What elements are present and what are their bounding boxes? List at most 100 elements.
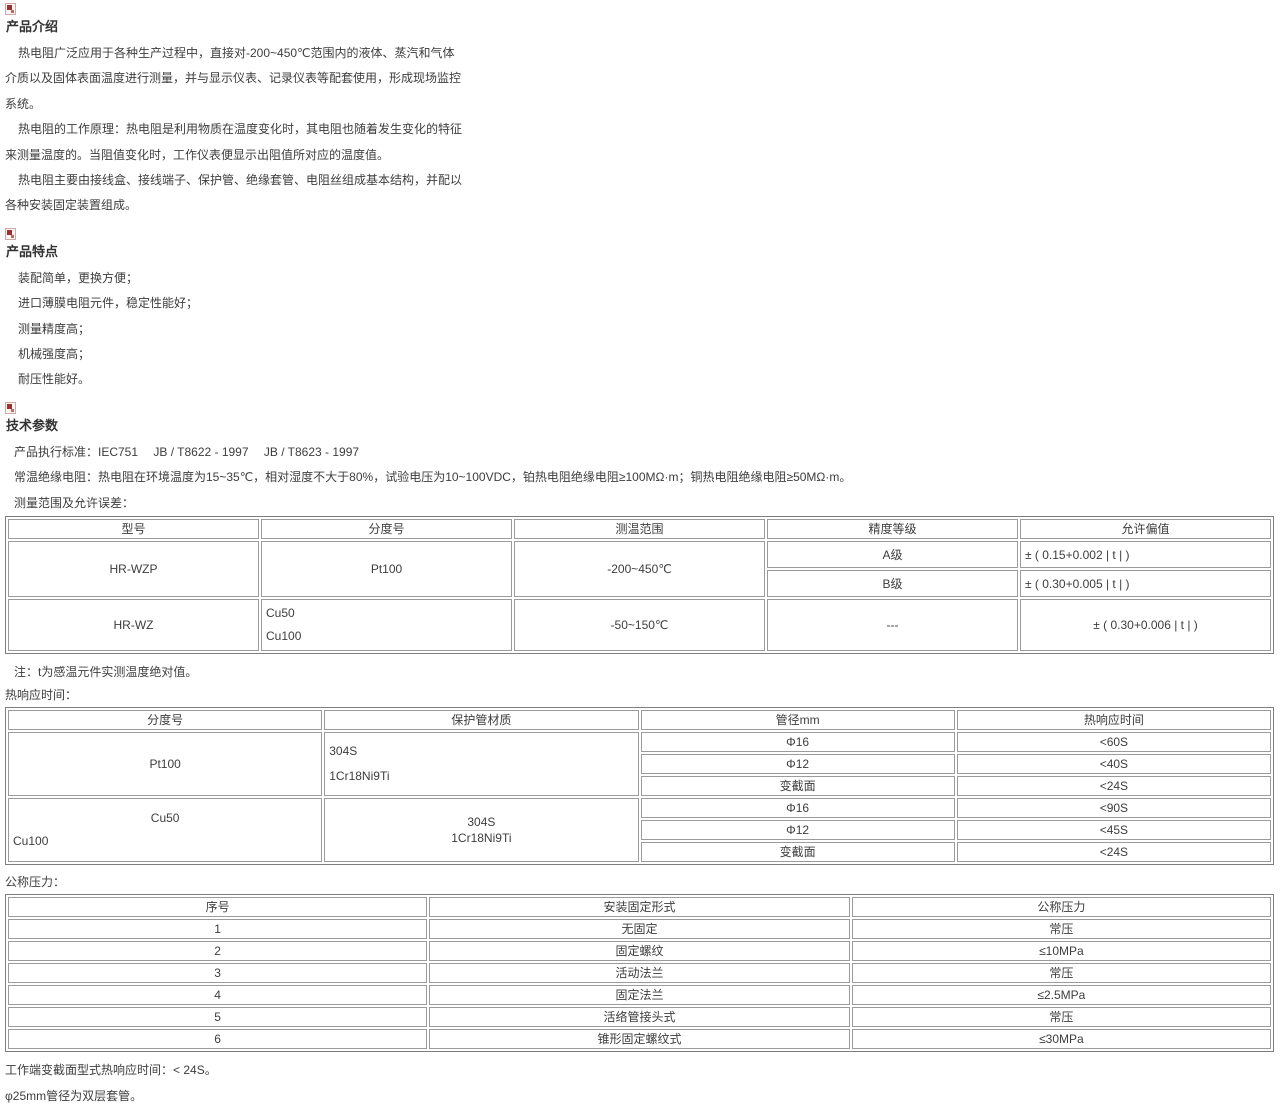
material-line: 304S (467, 815, 496, 830)
grade-cell: --- (767, 599, 1018, 652)
grade-cell: A级 (767, 541, 1018, 569)
response-table-header-row: 分度号 保护管材质 管径mm 热响应时间 (8, 710, 1271, 731)
graduation-line: Cu50 (150, 811, 180, 826)
diameter-cell: Φ16 (640, 798, 955, 819)
diameter-cell: Φ12 (640, 754, 955, 775)
index-cell: 3 (8, 963, 428, 984)
table-row: 1 无固定 常压 (8, 919, 1271, 940)
mount-type-cell: 固定法兰 (429, 985, 850, 1006)
index-cell: 6 (8, 1029, 428, 1050)
table-row: 5 活络管接头式 常压 (8, 1007, 1271, 1028)
feature-item: 耐压性能好。 (18, 372, 91, 387)
model-cell: HR-WZP (8, 541, 259, 598)
response-time-cell: <40S (956, 754, 1271, 775)
broken-image-icon (5, 401, 16, 414)
response-table: 分度号 保护管材质 管径mm 热响应时间 Pt100 304S 1Cr18Ni9… (5, 707, 1274, 866)
broken-image-icon (5, 227, 16, 240)
grade-cell: B级 (767, 570, 1018, 598)
pressure-cell: ≤30MPa (851, 1029, 1271, 1050)
deviation-cell: ± ( 0.15+0.002 | t | ) (1020, 541, 1271, 569)
range-table-header-row: 型号 分度号 测温范围 精度等级 允许偏值 (8, 519, 1271, 540)
index-cell: 5 (8, 1007, 428, 1028)
section-marker (5, 401, 1278, 415)
intro-paragraph-line: 各种安装固定装置组成。 (5, 198, 138, 213)
column-header: 保护管材质 (324, 710, 639, 731)
deviation-cell: ± ( 0.30+0.006 | t | ) (1020, 599, 1271, 652)
response-table-label: 热响应时间： (5, 688, 78, 703)
deviation-cell: ± ( 0.30+0.005 | t | ) (1020, 570, 1271, 598)
column-header: 分度号 (261, 519, 512, 540)
graduation-cell: Pt100 (261, 541, 512, 598)
feature-item: 装配简单，更换方便； (18, 270, 139, 285)
footer-note-line: 工作端变截面型式热响应时间：< 24S。 (5, 1063, 217, 1078)
table-row: HR-WZ Cu50 Cu100 -50~150℃ --- ± ( 0.30+0… (8, 599, 1271, 652)
section-heading-features: 产品特点 (6, 243, 59, 259)
feature-item: 测量精度高； (18, 321, 91, 336)
intro-paragraph-line: 热电阻主要由接线盒、接线端子、保护管、绝缘套管、电阻丝组成基本结构，并配以 (18, 173, 463, 188)
material-line: 304S (329, 744, 358, 759)
pressure-cell: 常压 (851, 919, 1271, 940)
column-header: 序号 (8, 897, 428, 918)
column-header: 安装固定形式 (429, 897, 850, 918)
tech-insulation-line: 常温绝缘电阻：热电阻在环境温度为15~35℃，相对湿度不大于80%，试验电压为1… (14, 470, 852, 485)
graduation-line: Cu50 (266, 606, 295, 621)
table-note: 注：t为感温元件实测温度绝对值。 (14, 665, 198, 680)
table-row: Φ12 <45S (8, 820, 1271, 841)
index-cell: 2 (8, 941, 428, 962)
range-table: 型号 分度号 测温范围 精度等级 允许偏值 HR-WZP Pt100 -200~… (5, 516, 1274, 655)
response-time-cell: <24S (956, 776, 1271, 797)
table-row: Cu50 Cu100 304S 1Cr18Ni9Ti Φ16 <90S (8, 798, 1271, 863)
response-time-cell: <90S (956, 798, 1271, 819)
diameter-cell: 变截面 (640, 842, 955, 863)
index-cell: 1 (8, 919, 428, 940)
diameter-cell: Φ12 (640, 820, 955, 841)
response-time-cell: <24S (956, 842, 1271, 863)
index-cell: 4 (8, 985, 428, 1006)
range-cell: -50~150℃ (514, 599, 765, 652)
table-row: 4 固定法兰 ≤2.5MPa (8, 985, 1271, 1006)
response-time-cell: <60S (956, 732, 1271, 753)
table-row: Φ12 <40S (8, 754, 1271, 775)
column-header: 公称压力 (851, 897, 1271, 918)
pressure-table-label: 公称压力： (5, 875, 66, 890)
model-cell: HR-WZ (8, 599, 259, 652)
pressure-cell: 常压 (851, 963, 1271, 984)
material-cell: 304S 1Cr18Ni9Ti (324, 732, 639, 797)
tech-standards-line: 产品执行标准：IEC751 JB / T8622 - 1997 JB / T86… (14, 444, 360, 459)
pressure-cell: ≤2.5MPa (851, 985, 1271, 1006)
section-marker (5, 3, 1278, 16)
pressure-table: 序号 安装固定形式 公称压力 1 无固定 常压 2 固定螺纹 ≤10MPa 3 … (5, 894, 1274, 1053)
column-header: 分度号 (8, 710, 323, 731)
column-header: 精度等级 (767, 519, 1018, 540)
section-marker (5, 227, 1278, 241)
feature-item: 机械强度高； (18, 347, 91, 362)
table-row: 变截面 <24S (8, 842, 1271, 863)
mount-type-cell: 固定螺纹 (429, 941, 850, 962)
table-row: 2 固定螺纹 ≤10MPa (8, 941, 1271, 962)
intro-paragraph-line: 介质以及固体表面温度进行测量，并与显示仪表、记录仪表等配套使用，形成现场监控 (5, 71, 462, 86)
table-row: 3 活动法兰 常压 (8, 963, 1271, 984)
column-header: 型号 (8, 519, 259, 540)
intro-paragraph-line: 系统。 (5, 96, 42, 111)
intro-paragraph-line: 热电阻的工作原理：热电阻是利用物质在温度变化时，其电阻也随着发生变化的特征 (18, 122, 463, 137)
graduation-line: Cu100 (13, 834, 49, 849)
footer-notes: 工作端变截面型式热响应时间：< 24S。 φ25mm管径为双层套管。 (5, 1057, 1278, 1109)
footer-note-line: φ25mm管径为双层套管。 (5, 1089, 143, 1104)
mount-type-cell: 活络管接头式 (429, 1007, 850, 1028)
graduation-cell: Cu50 Cu100 (261, 599, 512, 652)
table-row: 6 锥形固定螺纹式 ≤30MPa (8, 1029, 1271, 1050)
column-header: 允许偏值 (1020, 519, 1271, 540)
material-cell: 304S 1Cr18Ni9Ti (324, 798, 639, 863)
pressure-cell: ≤10MPa (851, 941, 1271, 962)
graduation-line: Cu100 (266, 629, 302, 644)
pressure-cell: 常压 (851, 1007, 1271, 1028)
mount-type-cell: 锥形固定螺纹式 (429, 1029, 850, 1050)
diameter-cell: Φ16 (640, 732, 955, 753)
response-time-cell: <45S (956, 820, 1271, 841)
material-line: 1Cr18Ni9Ti (451, 831, 512, 846)
graduation-cell: Cu50 Cu100 (8, 798, 323, 863)
column-header: 管径mm (640, 710, 955, 731)
mount-type-cell: 活动法兰 (429, 963, 850, 984)
pressure-table-header-row: 序号 安装固定形式 公称压力 (8, 897, 1271, 918)
section-heading-tech: 技术参数 (6, 417, 59, 433)
